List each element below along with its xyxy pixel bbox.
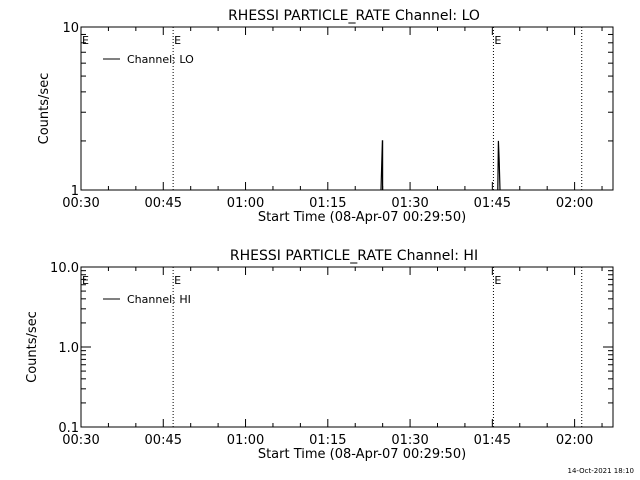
panel-1-x-tick-label: 01:00	[227, 196, 264, 211]
panel-1-x-axis-label: Start Time (08-Apr-07 00:29:50)	[258, 210, 466, 225]
panel-2-y-tick-label: 10.0	[50, 261, 79, 276]
panel-2-event-marker-label-left: E	[82, 274, 89, 287]
panel-1-legend-label: Channel: LO	[127, 53, 194, 66]
panel-1-title: RHESSI PARTICLE_RATE Channel: LO	[228, 8, 480, 24]
panel-2-event-marker-label: E	[494, 274, 501, 287]
panel-2-x-tick-label: 00:30	[62, 433, 99, 448]
panel-2-y-axis-label: Counts/sec	[25, 311, 40, 383]
panel-1-x-tick-label: 01:45	[474, 196, 511, 211]
panel-1-x-tick-label: 00:30	[62, 196, 99, 211]
panel-2-x-tick-label: 01:45	[474, 433, 511, 448]
panel-1-axes-frame	[80, 26, 614, 191]
panel-2-x-tick-label: 01:15	[309, 433, 346, 448]
panel-2-x-tick-label: 00:45	[145, 433, 182, 448]
panel-1-y-tick-label: 1	[71, 184, 79, 199]
footer-timestamp: 14-Oct-2021 18:10	[567, 467, 634, 475]
panel-2-x-tick-label: 01:30	[391, 433, 428, 448]
panel-1-event-marker-label: E	[494, 34, 501, 47]
panel-2-y-tick-label: 0.1	[58, 421, 79, 436]
panel-1-event-marker-label: E	[174, 34, 181, 47]
panel-2-x-tick-label: 01:00	[227, 433, 264, 448]
panel-2-x-tick-label: 02:00	[556, 433, 593, 448]
panel-1-x-tick-label: 01:30	[391, 196, 428, 211]
panel-1-x-tick-label: 00:45	[145, 196, 182, 211]
panel-2-event-marker-label: E	[174, 274, 181, 287]
panel-2-legend-label: Channel: HI	[127, 293, 191, 306]
panel-2-axes-frame	[80, 266, 614, 428]
panel-1-series-line	[497, 140, 501, 191]
panel-1-x-tick-label: 02:00	[556, 196, 593, 211]
panel-2-y-tick-label: 1.0	[58, 341, 79, 356]
panel-2-x-axis-label: Start Time (08-Apr-07 00:29:50)	[258, 447, 466, 462]
panel-1-series-line	[380, 140, 384, 191]
panel-2-title: RHESSI PARTICLE_RATE Channel: HI	[230, 248, 478, 264]
panel-1-event-marker-label-left: E	[82, 34, 89, 47]
panel-1-y-tick-label: 10	[62, 21, 79, 36]
panel-1-x-tick-label: 01:15	[309, 196, 346, 211]
panel-1-y-axis-label: Counts/sec	[37, 73, 52, 145]
